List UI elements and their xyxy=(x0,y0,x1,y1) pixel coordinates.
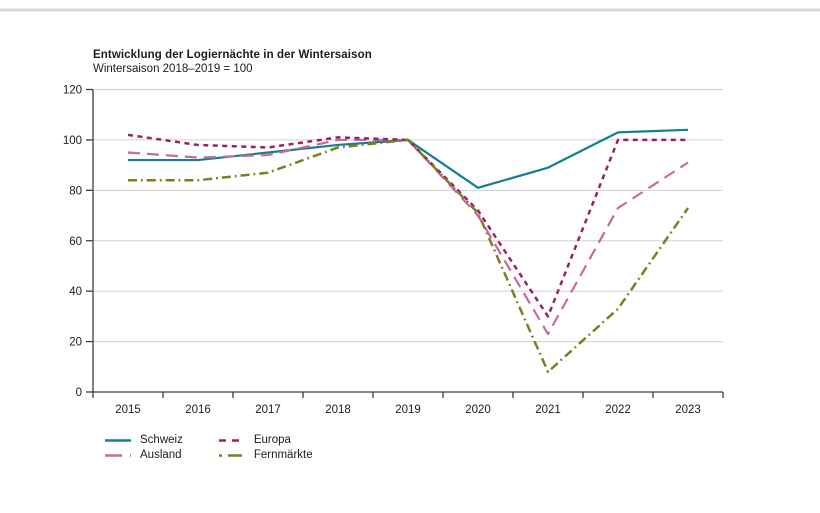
legend-item-schweiz: Schweiz xyxy=(105,434,183,446)
page-top-divider xyxy=(0,8,820,12)
legend-item-ausland: Ausland xyxy=(105,449,183,461)
series-line-fernmaerkte xyxy=(128,138,690,374)
legend-swatch-schweiz-icon xyxy=(105,438,131,442)
y-tick-label: 100 xyxy=(63,135,82,147)
legend-swatch-ausland-icon xyxy=(105,453,131,457)
legend-label: Fernmärkte xyxy=(253,449,313,461)
x-tick-label: 2015 xyxy=(115,404,141,416)
legend-label: Europa xyxy=(253,434,291,446)
legend: Schweiz Europa Ausland Fernmärkte xyxy=(105,434,313,461)
legend-label: Schweiz xyxy=(140,434,183,446)
legend-item-europa: Europa xyxy=(218,434,313,446)
x-tick-label: 2016 xyxy=(185,404,211,416)
y-tick-label: 60 xyxy=(69,236,82,248)
series-line-ausland xyxy=(127,138,689,336)
x-tick-label: 2022 xyxy=(605,404,631,416)
y-tick-label: 120 xyxy=(63,85,82,97)
legend-swatch-europa-icon xyxy=(218,438,245,442)
x-tick-label: 2017 xyxy=(255,404,281,416)
legend-item-fernmaerkte: Fernmärkte xyxy=(218,449,313,461)
legend-swatch-fernmaerkte-icon xyxy=(218,453,245,457)
y-tick-label: 40 xyxy=(69,286,82,298)
y-tick-label: 80 xyxy=(69,185,82,197)
y-tick-label: 20 xyxy=(69,337,82,349)
x-tick-label: 2023 xyxy=(675,404,701,416)
y-tick-label: 0 xyxy=(76,387,82,399)
x-tick-label: 2021 xyxy=(535,404,561,416)
series-line-europa xyxy=(127,133,688,318)
chart-subtitle: Wintersaison 2018–2019 = 100 xyxy=(93,63,253,75)
x-tick-label: 2020 xyxy=(465,404,491,416)
x-tick-label: 2018 xyxy=(325,404,351,416)
chart-title: Entwicklung der Logiernächte in der Wint… xyxy=(93,49,372,61)
legend-label: Ausland xyxy=(140,449,182,461)
x-tick-label: 2019 xyxy=(395,404,421,416)
